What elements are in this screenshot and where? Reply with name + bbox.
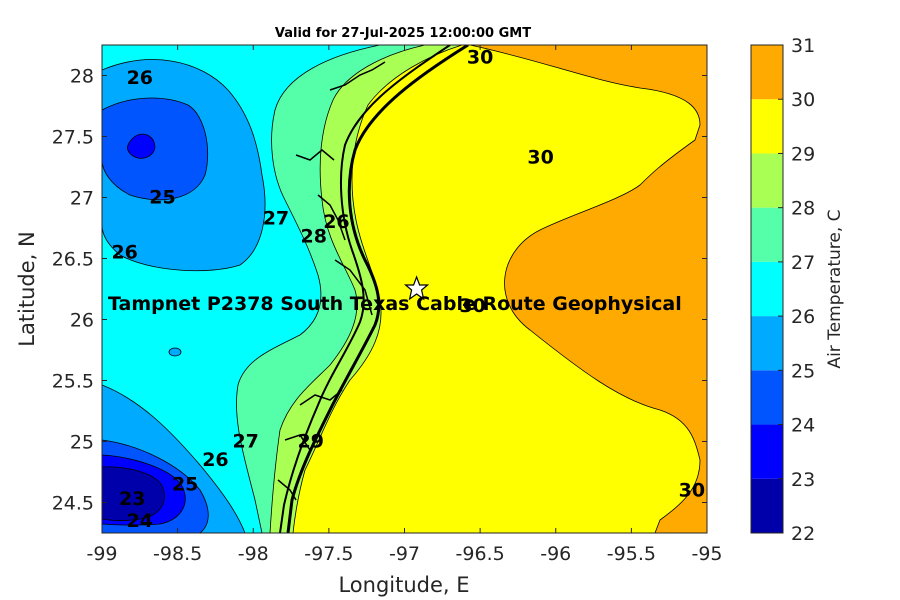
y-tick-label: 27.5	[52, 127, 94, 149]
bay-shoreline	[277, 61, 386, 501]
y-tick-label: 28	[70, 66, 94, 88]
colorbar-tick-label: 28	[791, 198, 815, 220]
x-tick-label: -96.5	[456, 543, 505, 565]
colorbar-segment	[751, 261, 783, 317]
y-tick-label: 25	[70, 432, 94, 454]
colorbar-segment	[751, 478, 783, 533]
y-tick-label: 25.5	[52, 371, 94, 393]
y-axis-ticks: 24.5 25 25.5 26 26.5 27 27.5 28	[52, 66, 707, 515]
contour-label: 30	[679, 479, 705, 501]
contour-label: 24	[127, 510, 153, 532]
contour-label: 30	[459, 295, 485, 317]
x-tick-label: -96	[540, 543, 571, 565]
colorbar-tick-label: 24	[791, 415, 815, 437]
colorbar	[751, 45, 783, 533]
contour-label: 26	[202, 449, 228, 471]
colorbar-segment	[751, 316, 783, 371]
contour-label: 29	[297, 431, 323, 453]
x-axis-label: Longitude, E	[338, 573, 469, 597]
x-axis-ticks: -99 -98.5 -98 -97.5 -97 -96.5 -96 -95.5 -95	[86, 45, 723, 565]
level-25-spot	[168, 347, 182, 357]
colorbar-tick-label: 26	[791, 306, 815, 328]
contour-label: 25	[149, 187, 175, 209]
contour-label: 26	[111, 242, 137, 264]
colorbar-tick-label: 31	[791, 35, 815, 57]
contour-label: 25	[172, 473, 198, 495]
colorbar-tick-label: 29	[791, 143, 815, 165]
x-tick-label: -98	[238, 543, 269, 565]
colorbar-tick-label: 23	[791, 469, 815, 491]
star-icon	[403, 275, 430, 301]
colorbar-segment	[751, 207, 783, 262]
contour-label: 27	[263, 207, 289, 229]
colorbar-tick-label: 25	[791, 360, 815, 382]
plot-title: Valid for 27-Jul-2025 12:00:00 GMT	[275, 26, 531, 41]
y-tick-label: 24.5	[52, 493, 94, 515]
x-tick-label: -97.5	[304, 543, 353, 565]
colorbar-frame	[750, 44, 784, 534]
x-tick-label: -98.5	[153, 543, 202, 565]
contour-label: 28	[301, 226, 327, 248]
y-tick-label: 27	[70, 188, 94, 210]
y-axis-label: Latitude, N	[15, 231, 39, 347]
contour-label: 26	[127, 67, 153, 89]
x-tick-label: -95	[691, 543, 722, 565]
contour-label: 27	[232, 431, 258, 453]
colorbar-segment	[751, 153, 783, 208]
barrier-island	[279, 45, 451, 533]
x-tick-label: -97	[389, 543, 420, 565]
colorbar-tick-label: 27	[791, 252, 815, 274]
colorbar-label: Air Temperature, C	[825, 209, 845, 368]
colorbar-segment	[751, 99, 783, 154]
level-22	[102, 466, 165, 521]
colorbar-segment	[751, 45, 783, 100]
coastline	[286, 45, 469, 533]
y-tick-label: 26	[70, 310, 94, 332]
colorbar-ticks: 22 23 24 25 26 27 28 29 30 31	[778, 35, 815, 545]
x-tick-label: -99	[86, 543, 117, 565]
contour-label: 23	[119, 488, 145, 510]
contour-label: 30	[467, 46, 493, 68]
colorbar-tick-label: 30	[791, 89, 815, 111]
x-tick-label: -95.5	[607, 543, 656, 565]
colorbar-segment	[751, 424, 783, 479]
contour-label: 30	[527, 146, 553, 168]
site-annotation: Tampnet P2378 South Texas Cable Route Ge…	[108, 293, 682, 315]
colorbar-tick-label: 22	[791, 523, 815, 545]
colorbar-segment	[751, 370, 783, 425]
contour-label: 26	[323, 211, 349, 233]
y-tick-label: 26.5	[52, 249, 94, 271]
